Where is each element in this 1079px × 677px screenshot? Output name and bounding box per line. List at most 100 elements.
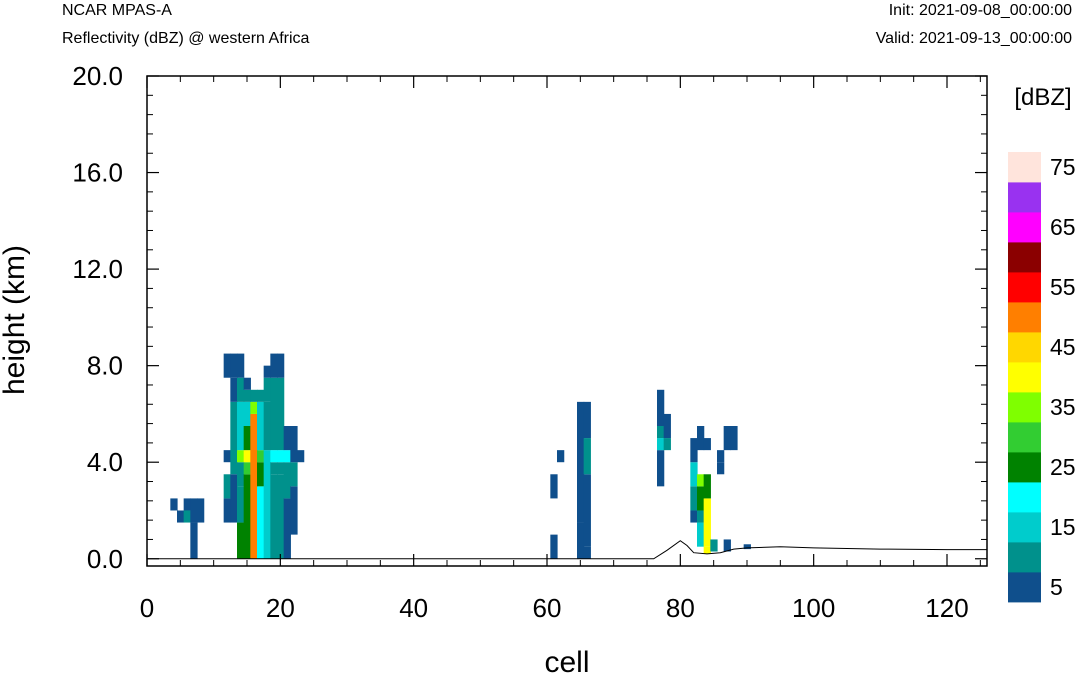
reflectivity-cell: [277, 462, 285, 475]
reflectivity-cell: [257, 401, 265, 451]
colorbar-swatch: [1008, 482, 1041, 513]
x-tick-label: 120: [925, 593, 968, 623]
reflectivity-cell: [657, 426, 665, 439]
y-tick-label: 8.0: [87, 351, 123, 381]
reflectivity-cell: [663, 438, 671, 451]
reflectivity-cell: [243, 450, 251, 463]
x-axis-label: cell: [544, 646, 589, 677]
reflectivity-cell: [223, 353, 231, 378]
reflectivity-cell: [290, 486, 298, 535]
y-tick-label: 4.0: [87, 447, 123, 477]
valid-time: Valid: 2021-09-13_00:00:00: [875, 30, 1072, 47]
colorbar-swatch: [1008, 152, 1041, 183]
plot-frame: [146, 75, 988, 567]
reflectivity-cell: [697, 426, 705, 451]
y-tick-label: 0.0: [87, 544, 123, 574]
reflectivity-cell: [257, 450, 265, 463]
reflectivity-cell: [183, 510, 191, 523]
reflectivity-cell: [583, 438, 591, 475]
reflectivity-cell: [703, 474, 711, 499]
reflectivity-cell: [697, 474, 705, 487]
reflectivity-cell: [697, 522, 705, 547]
reflectivity-cell: [690, 486, 698, 511]
reflectivity-cell: [690, 462, 698, 487]
colorbar-label: 15: [1050, 514, 1076, 540]
reflectivity-cell: [703, 498, 711, 547]
reflectivity-cell: [223, 498, 231, 523]
reflectivity-cell: [243, 377, 251, 390]
reflectivity-cell: [223, 474, 231, 499]
colorbar-swatch: [1008, 392, 1041, 423]
x-tick-label: 100: [792, 593, 835, 623]
reflectivity-cell: [283, 426, 291, 451]
reflectivity-cell: [277, 474, 285, 559]
x-tick-label: 40: [399, 593, 428, 623]
reflectivity-cell: [237, 353, 245, 378]
reflectivity-cell: [583, 546, 591, 559]
colorbar-label: 5: [1050, 574, 1063, 600]
x-tick-label: 80: [666, 593, 695, 623]
colorbar-swatch: [1008, 242, 1041, 273]
reflectivity-cell: [237, 401, 245, 451]
colorbar: 5 15 25 35 45 55 65 75: [1008, 152, 1076, 603]
reflectivity-cell: [223, 450, 231, 463]
reflectivity-cell: [243, 426, 251, 451]
reflectivity-cell: [237, 377, 245, 402]
colorbar-label: 65: [1050, 214, 1076, 240]
reflectivity-cell: [583, 474, 591, 547]
reflectivity-cell: [290, 426, 298, 463]
reflectivity-cell: [237, 522, 245, 559]
colorbar-swatch: [1008, 272, 1041, 303]
reflectivity-cell: [243, 401, 251, 426]
colorbar-swatch: [1008, 542, 1041, 573]
reflectivity-cell: [177, 510, 185, 523]
reflectivity-cell: [703, 546, 711, 554]
reflectivity-cell: [717, 450, 725, 463]
colorbar-label: 25: [1050, 454, 1076, 480]
reflectivity-cell: [297, 450, 305, 463]
reflectivity-cell: [237, 450, 245, 463]
colorbar-swatch: [1008, 332, 1041, 363]
reflectivity-cell: [183, 498, 191, 511]
y-tick-label: 12.0: [72, 254, 123, 284]
reflectivity-cell: [190, 522, 198, 559]
reflectivity-cell: [663, 413, 671, 426]
reflectivity-cell: [197, 498, 205, 523]
colorbar-swatch: [1008, 302, 1041, 333]
y-tick-label: 20.0: [72, 61, 123, 91]
reflectivity-cell: [283, 462, 291, 499]
reflectivity-cell: [557, 450, 565, 463]
reflectivity-cell: [283, 498, 291, 559]
reflectivity-cell: [263, 401, 271, 451]
reflectivity-cell: [690, 510, 698, 523]
reflectivity-cell: [697, 510, 705, 523]
reflectivity-cell: [270, 377, 278, 451]
reflectivity-cell: [230, 401, 238, 475]
reflectivity-cell: [170, 498, 178, 511]
model-title: NCAR MPAS-A: [62, 2, 172, 19]
colorbar-label: 55: [1050, 274, 1076, 300]
reflectivity-cell: [243, 389, 251, 402]
reflectivity-cell: [583, 401, 591, 439]
reflectivity-cell: [717, 462, 725, 475]
reflectivity-cell: [270, 462, 278, 475]
reflectivity-cell: [657, 389, 665, 426]
terrain-line: [147, 540, 987, 560]
field-title: Reflectivity (dBZ) @ western Africa: [62, 30, 310, 47]
reflectivity-cell: [237, 486, 245, 523]
reflectivity-cell: [270, 474, 278, 559]
colorbar-swatch: [1008, 182, 1041, 213]
reflectivity-cell: [250, 389, 258, 402]
reflectivity-cell: [277, 377, 285, 451]
reflectivity-cell: [577, 522, 585, 559]
axes: 0 20 40 60 80 100 120 0.0 4.0 8.0 12.0 16.0 20.0: [72, 61, 988, 623]
reflectivity-cell: [723, 539, 731, 552]
reflectivity-cell: [663, 426, 671, 439]
reflectivity-cell: [243, 474, 251, 559]
reflectivity-cell: [550, 534, 558, 559]
x-tick-label: 0: [140, 593, 154, 623]
reflectivity-cell: [250, 401, 258, 414]
reflectivity-cell: [230, 353, 238, 378]
x-tick-label: 60: [533, 593, 562, 623]
